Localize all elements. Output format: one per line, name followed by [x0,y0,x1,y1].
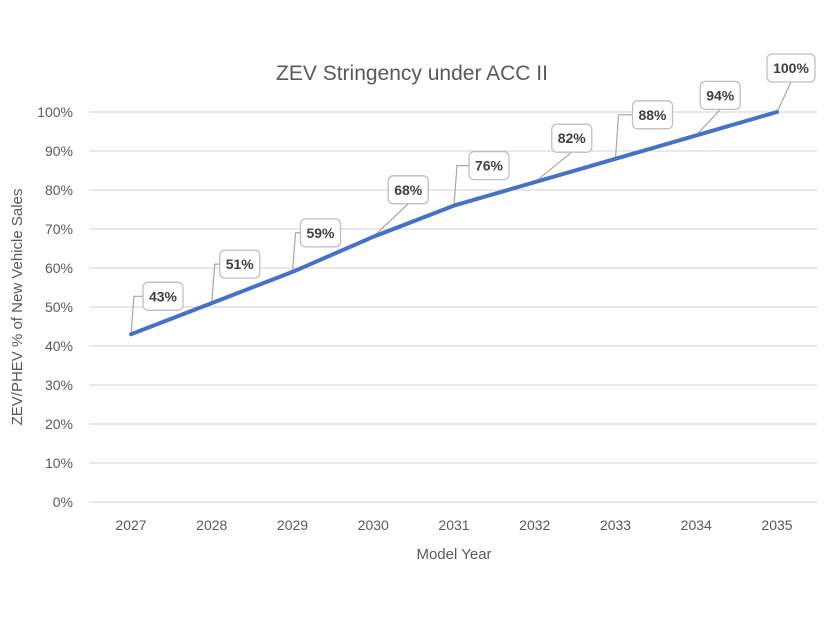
x-tick-label: 2030 [358,517,389,533]
leader-lines [130,81,792,335]
x-tick-label: 2028 [196,517,227,533]
leader-line [695,108,721,136]
data-label-box [387,175,429,205]
y-axis-title: ZEV/PHEV % of New Vehicle Sales [9,189,26,426]
gridlines [89,111,817,503]
x-tick-label: 2032 [519,517,550,533]
data-label: 100% [773,60,809,76]
x-tick-label: 2034 [681,517,712,533]
x-tick-label: 2029 [277,517,308,533]
y-tick-label: 100% [37,104,73,120]
data-label-box [699,80,741,111]
data-label: 68% [394,182,423,198]
data-label-box [219,249,261,279]
x-tick-label: 2031 [438,517,469,533]
x-tick-label: 2035 [761,517,792,533]
y-tick-label: 0% [53,494,73,510]
data-label-box [299,218,342,248]
series [129,110,779,337]
chart-title: ZEV Stringency under ACC II [276,62,548,85]
leader-line [614,114,633,159]
y-tick-label: 20% [45,416,73,432]
data-label: 94% [706,87,735,103]
data-label-box [142,281,184,311]
y-tick-label: 50% [45,299,73,315]
x-tick-label: 2027 [115,517,146,533]
y-tick-label: 70% [45,221,73,237]
x-axis-title: Model Year [416,546,491,563]
data-label: 82% [558,130,587,146]
y-tick-label: 40% [45,338,73,354]
data-label-box [631,100,674,130]
data-label: 51% [226,256,255,272]
data-label-box [551,123,593,153]
y-tick-label: 30% [45,377,73,393]
leader-line [534,151,573,183]
data-label: 76% [475,158,504,174]
data-label: 88% [638,107,667,123]
y-tick-label: 80% [45,182,73,198]
data-label-box [766,53,816,83]
y-tick-label: 10% [45,455,73,471]
leader-line [453,165,469,206]
x-tick-label: 2033 [600,517,631,533]
data-label: 59% [306,225,335,241]
x-axis-ticks: 2027 2028 2029 2030 2031 2032 2033 2034 2035 [115,517,792,533]
y-tick-label: 90% [45,143,73,159]
leader-line [211,263,220,304]
y-axis-ticks: 0% 10% 20% 30% 40% 50% 60% 70% 80% 90% 100% [37,104,73,510]
data-labels: 43% 51% 59% 68% 76% 82% 88% 94% 100% [142,53,816,311]
data-label-box [468,150,510,181]
leader-line [130,295,143,335]
series-line [129,110,779,337]
leader-line [372,203,409,238]
leader-line [291,232,301,272]
data-label: 43% [149,288,178,304]
y-tick-label: 60% [45,260,73,276]
leader-line [776,81,792,113]
